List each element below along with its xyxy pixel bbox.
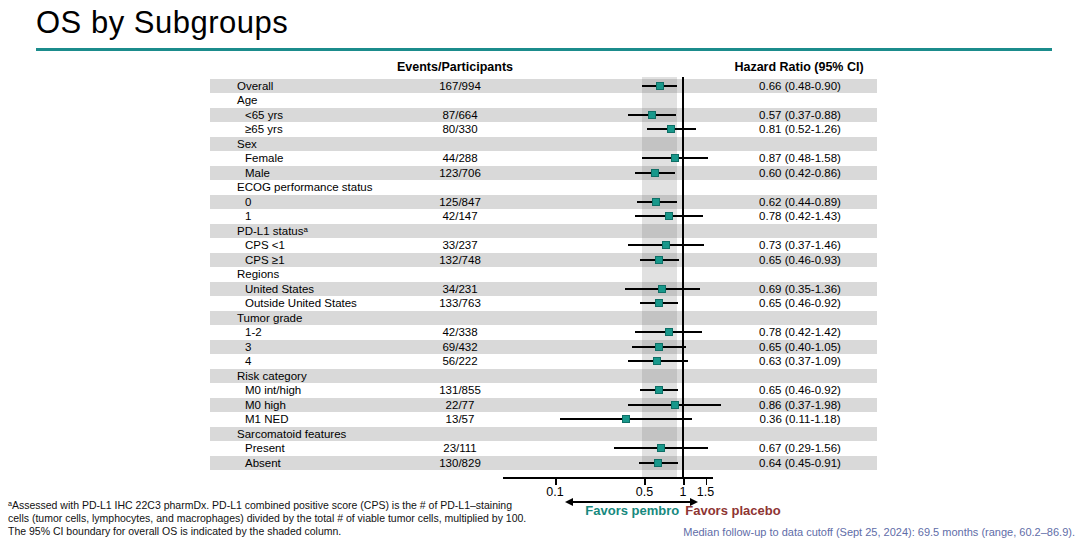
point-estimate-marker — [662, 241, 670, 249]
axis-tick-label: 1 — [680, 485, 687, 499]
favors-legend: Favors pembro Favors placebo — [585, 503, 780, 518]
point-estimate-marker — [665, 212, 673, 220]
point-estimate-marker — [655, 299, 663, 307]
point-estimate-marker — [671, 154, 679, 162]
point-estimate-marker — [655, 386, 663, 394]
slide: OS by Subgroups Events/Participants Haza… — [0, 0, 1080, 548]
axis-tick-label: 0.5 — [636, 485, 653, 499]
x-axis — [503, 477, 713, 479]
overall-ci-shaded-column — [642, 77, 677, 477]
median-followup-note: Median follow-up to data cutoff (Sept 25… — [683, 526, 1075, 538]
axis-tick-label: 0.1 — [546, 485, 563, 499]
point-estimate-marker — [622, 415, 630, 423]
point-estimate-marker — [656, 82, 664, 90]
favors-placebo-label: Favors placebo — [685, 503, 780, 518]
footnote-line: ᵃAssessed with PD-L1 IHC 22C3 pharmDx. P… — [8, 499, 526, 512]
point-estimate-marker — [651, 169, 659, 177]
point-estimate-marker — [665, 328, 673, 336]
favors-pembro-label: Favors pembro — [585, 503, 679, 518]
axis-tick-label: 1.5 — [697, 485, 714, 499]
point-estimate-marker — [671, 401, 679, 409]
point-estimate-marker — [648, 111, 656, 119]
reference-line-hr1 — [682, 77, 684, 477]
point-estimate-marker — [667, 125, 675, 133]
footnote-line: The 95% CI boundary for overall OS is in… — [8, 525, 526, 538]
point-estimate-marker — [655, 256, 663, 264]
forest-plot: 0.1 0.5 1 1.5 — [0, 0, 1080, 548]
footnote-line: cells (tumor cells, lymphocytes, and mac… — [8, 512, 526, 525]
arrow-left-head-icon — [565, 498, 573, 506]
point-estimate-marker — [655, 343, 663, 351]
point-estimate-marker — [654, 459, 662, 467]
point-estimate-marker — [658, 285, 666, 293]
point-estimate-marker — [653, 357, 661, 365]
footnote-block: ᵃAssessed with PD-L1 IHC 22C3 pharmDx. P… — [8, 499, 526, 537]
point-estimate-marker — [657, 444, 665, 452]
point-estimate-marker — [652, 198, 660, 206]
